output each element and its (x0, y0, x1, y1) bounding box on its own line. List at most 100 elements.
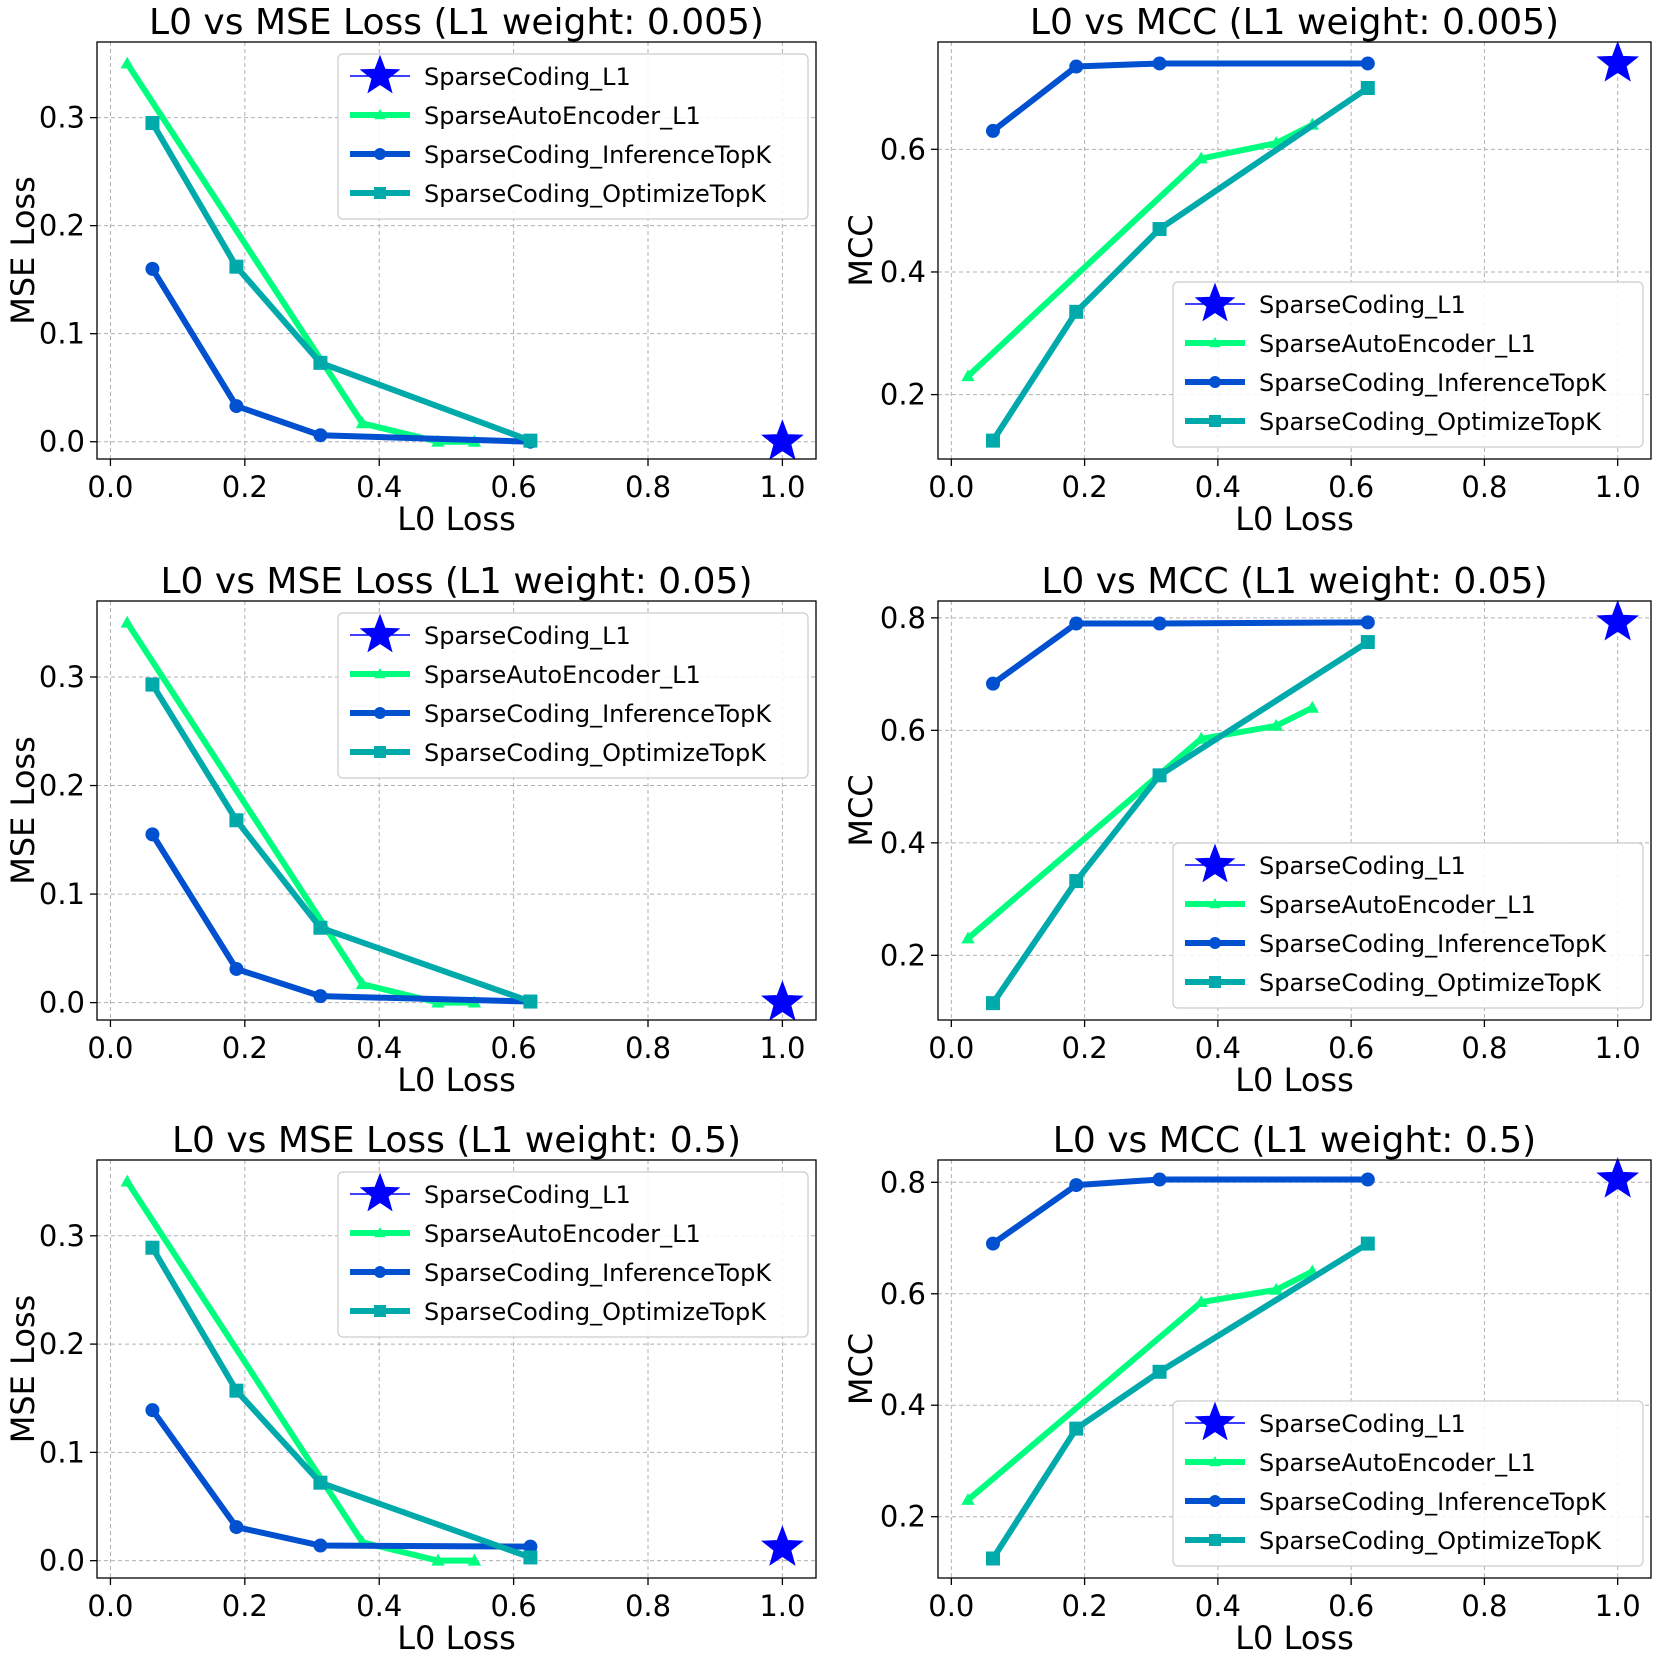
y-tick-label: 0.2 (880, 938, 926, 972)
legend-entry: SparseCoding_InferenceTopK (1185, 930, 1607, 958)
legend-handle-marker (374, 187, 386, 199)
legend-label: SparseCoding_L1 (424, 622, 631, 650)
x-tick-label: 0.0 (87, 470, 133, 504)
data-point (145, 116, 160, 131)
data-point (985, 1236, 1000, 1251)
y-tick-label: 0.2 (39, 769, 85, 803)
x-tick-label: 0.6 (491, 1589, 537, 1623)
x-tick-label: 1.0 (759, 1031, 805, 1065)
legend-label: SparseAutoEncoder_L1 (424, 1220, 701, 1248)
y-tick-label: 0.4 (880, 255, 926, 289)
y-tick-label: 0.0 (39, 425, 85, 459)
legend-label: SparseCoding_InferenceTopK (1259, 930, 1607, 958)
series-line (149, 120, 534, 444)
y-tick-label: 0.2 (39, 1327, 85, 1361)
data-point (229, 259, 244, 274)
data-point (1269, 1282, 1283, 1295)
subplot-1: 0.0 0.2 0.4 0.6 0.8 1.0 0.0 0.1 0.2 0.3 L0 vs MSE … (4, 2, 817, 538)
legend-handle-marker (1209, 976, 1221, 988)
data-point (985, 676, 1000, 691)
axes-frame (96, 1159, 817, 1579)
legend-label: SparseCoding_OptimizeTopK (1259, 1527, 1602, 1555)
x-tick-label: 0.4 (1195, 1589, 1241, 1623)
legend-box (337, 612, 809, 779)
series-SparseCoding_InferenceTopK (985, 615, 1375, 691)
legend-label: SparseCoding_L1 (424, 1181, 631, 1209)
data-point (1069, 1421, 1084, 1436)
x-tick-label: 0.2 (1062, 470, 1108, 504)
series-line (124, 1178, 478, 1564)
series-line (989, 60, 1371, 134)
legend-handle-marker (1209, 1495, 1221, 1507)
data-point (313, 428, 328, 443)
y-tick-label: 0.1 (39, 317, 85, 351)
legend-label: SparseCoding_OptimizeTopK (424, 1298, 767, 1326)
legend-handle-marker (1209, 337, 1221, 348)
legend-handle-marker (1194, 843, 1236, 883)
x-tick-label: 0.2 (222, 470, 268, 504)
chart-title: L0 vs MCC (L1 weight: 0.5) (1053, 1120, 1536, 1161)
x-tick-label: 0.8 (1461, 470, 1507, 504)
data-point (1152, 56, 1167, 71)
y-axis-label: MCC (842, 774, 880, 846)
legend-entry: SparseCoding_InferenceTopK (1185, 1488, 1607, 1516)
series-line (964, 121, 1316, 380)
data-point (313, 989, 328, 1004)
data-point (313, 1538, 328, 1553)
x-tick-label: 0.6 (1328, 1589, 1374, 1623)
series-line (989, 1176, 1371, 1247)
legend: SparseCoding_L1 SparseAutoEncoder_L1 Spars… (337, 1171, 809, 1338)
y-tick-label: 0.2 (880, 1500, 926, 1534)
y-tick-label: 0.0 (39, 986, 85, 1020)
data-point (1152, 616, 1167, 631)
data-point (145, 827, 160, 842)
legend-handle-marker (1209, 1534, 1221, 1546)
legend-label: SparseCoding_OptimizeTopK (424, 180, 767, 208)
legend-entry: SparseCoding_OptimizeTopK (1185, 1527, 1602, 1555)
x-tick-label: 0.0 (87, 1031, 133, 1065)
y-tick-label: 0.0 (39, 1544, 85, 1578)
legend-handle-marker (1194, 1401, 1236, 1441)
data-point (229, 961, 244, 976)
x-tick-label: 0.0 (928, 1031, 974, 1065)
x-tick-label: 0.6 (1328, 1031, 1374, 1065)
y-tick-label: 0.6 (880, 1277, 926, 1311)
series-line (964, 1268, 1316, 1503)
chart-title: L0 vs MSE Loss (L1 weight: 0.5) (172, 1120, 741, 1161)
legend-entry: SparseAutoEncoder_L1 (350, 102, 701, 130)
x-tick-label: 1.0 (759, 470, 805, 504)
x-tick-label: 0.6 (1328, 470, 1374, 504)
chart-title: L0 vs MCC (L1 weight: 0.005) (1030, 2, 1559, 43)
data-point (961, 931, 975, 944)
series-line (149, 681, 534, 1005)
legend-entry: SparseCoding_OptimizeTopK (350, 180, 767, 208)
data-point (523, 1539, 538, 1554)
x-tick-label: 0.6 (491, 1031, 537, 1065)
subplot-3: 0.0 0.2 0.4 0.6 0.8 1.0 0.0 0.1 0.2 0.3 L0 vs MSE … (4, 561, 817, 1099)
series-SparseCoding_L1 (1596, 599, 1640, 641)
series-SparseCoding_OptimizeTopK (985, 635, 1375, 1011)
data-point (313, 1475, 328, 1490)
legend-label: SparseCoding_OptimizeTopK (1259, 408, 1602, 436)
x-tick-label: 0.0 (87, 1589, 133, 1623)
series-line (149, 265, 534, 445)
data-point (313, 355, 328, 370)
chart-title: L0 vs MSE Loss (L1 weight: 0.05) (160, 561, 752, 602)
data-point (467, 1553, 482, 1566)
data-point (1152, 768, 1167, 783)
legend-box (1172, 1400, 1644, 1567)
data-point (1194, 731, 1208, 744)
legend: SparseCoding_L1 SparseAutoEncoder_L1 Spars… (1172, 1400, 1644, 1567)
data-point (1069, 59, 1084, 74)
legend-handle-marker (374, 1227, 386, 1238)
data-point (145, 1240, 160, 1255)
series-SparseAutoEncoder_L1 (961, 1264, 1319, 1505)
x-tick-label: 1.0 (1595, 1031, 1641, 1065)
series-SparseCoding_L1 (761, 419, 804, 460)
data-point (120, 1174, 134, 1187)
legend-handle-marker (1209, 376, 1221, 388)
y-tick-label: 0.8 (880, 1165, 926, 1199)
data-point (1360, 80, 1375, 95)
data-point (1596, 41, 1640, 82)
legend-entry: SparseAutoEncoder_L1 (350, 1220, 701, 1248)
